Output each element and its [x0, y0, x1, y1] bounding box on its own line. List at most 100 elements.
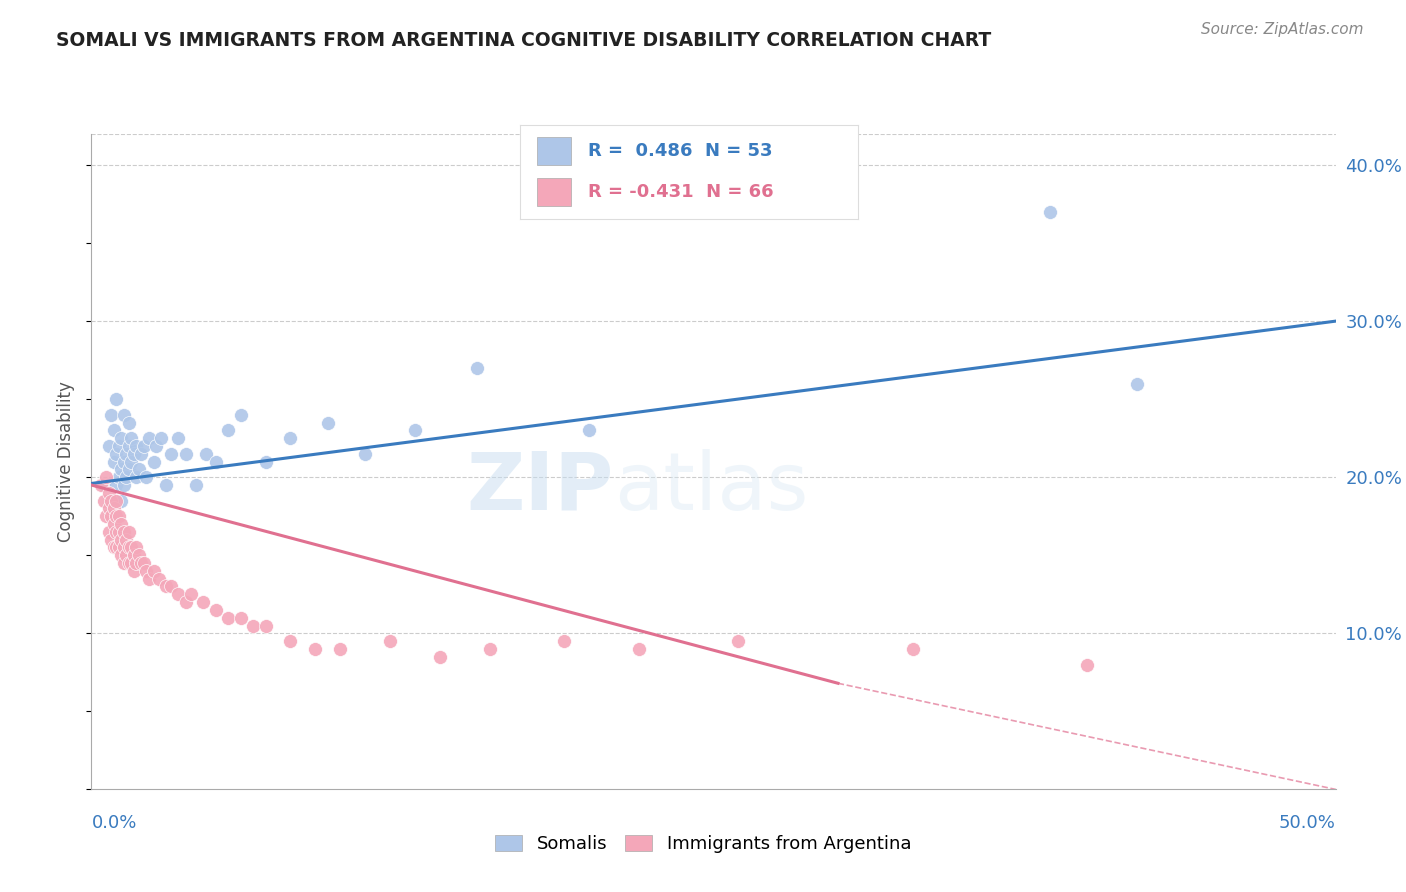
Point — [103, 517, 125, 532]
Point — [150, 431, 173, 445]
Point — [217, 611, 239, 625]
Point — [205, 455, 228, 469]
Point — [553, 634, 575, 648]
Point — [254, 618, 277, 632]
Point — [142, 455, 165, 469]
Point — [194, 447, 217, 461]
Y-axis label: Cognitive Disability: Cognitive Disability — [58, 381, 76, 542]
Point — [103, 541, 125, 555]
Point — [118, 556, 141, 570]
Point — [125, 439, 148, 453]
Point — [132, 439, 155, 453]
Point — [100, 533, 122, 547]
Point — [135, 564, 157, 578]
Point — [142, 564, 165, 578]
Point — [627, 642, 650, 657]
Point — [110, 431, 132, 445]
Text: 0.0%: 0.0% — [91, 814, 136, 831]
Point — [578, 424, 600, 438]
Point — [125, 541, 148, 555]
Text: R =  0.486  N = 53: R = 0.486 N = 53 — [588, 142, 772, 160]
Point — [112, 478, 135, 492]
Point — [128, 462, 150, 476]
Point — [378, 634, 401, 648]
Point — [100, 509, 122, 524]
Point — [107, 541, 129, 555]
Point — [354, 447, 377, 461]
Point — [100, 493, 122, 508]
Point — [160, 580, 183, 594]
Point — [110, 462, 132, 476]
Point — [155, 478, 177, 492]
Point — [110, 517, 132, 532]
Point — [129, 447, 152, 461]
Point — [105, 541, 128, 555]
Point — [103, 424, 125, 438]
Point — [316, 416, 339, 430]
Point — [105, 493, 128, 508]
Point — [100, 493, 122, 508]
Point — [110, 548, 132, 563]
Point — [118, 439, 141, 453]
Point — [115, 548, 138, 563]
Point — [304, 642, 326, 657]
Point — [103, 455, 125, 469]
Point — [1076, 657, 1098, 672]
Legend: Somalis, Immigrants from Argentina: Somalis, Immigrants from Argentina — [488, 828, 918, 861]
Point — [217, 424, 239, 438]
Point — [97, 485, 120, 500]
Point — [184, 478, 207, 492]
Point — [115, 447, 138, 461]
Point — [465, 361, 488, 376]
Point — [138, 431, 160, 445]
Point — [105, 447, 128, 461]
Point — [120, 541, 142, 555]
Point — [180, 587, 202, 601]
Point — [118, 524, 141, 539]
Point — [155, 580, 177, 594]
Point — [280, 431, 302, 445]
Point — [112, 541, 135, 555]
Point — [118, 416, 141, 430]
Point — [105, 478, 128, 492]
Point — [100, 408, 122, 422]
Point — [901, 642, 924, 657]
Point — [138, 572, 160, 586]
Point — [229, 611, 252, 625]
Point — [128, 548, 150, 563]
Point — [129, 556, 152, 570]
Point — [105, 524, 128, 539]
Point — [112, 556, 135, 570]
Bar — [537, 178, 571, 206]
Point — [110, 533, 132, 547]
Point — [193, 595, 215, 609]
Point — [107, 439, 129, 453]
Point — [148, 572, 170, 586]
Point — [229, 408, 252, 422]
Text: 50.0%: 50.0% — [1279, 814, 1336, 831]
Point — [110, 493, 132, 508]
Point — [132, 556, 155, 570]
Point — [115, 470, 138, 484]
Point — [107, 524, 129, 539]
Point — [105, 509, 128, 524]
Point — [122, 447, 145, 461]
Point — [97, 501, 120, 516]
Point — [329, 642, 352, 657]
Point — [160, 447, 183, 461]
Text: ZIP: ZIP — [467, 449, 614, 527]
Point — [107, 509, 129, 524]
Point — [120, 556, 142, 570]
Text: R = -0.431  N = 66: R = -0.431 N = 66 — [588, 184, 773, 202]
Point — [242, 618, 264, 632]
Point — [90, 478, 112, 492]
Point — [429, 649, 451, 664]
Point — [478, 642, 501, 657]
Point — [125, 470, 148, 484]
Point — [174, 447, 197, 461]
Point — [174, 595, 197, 609]
Text: atlas: atlas — [614, 449, 808, 527]
Point — [1125, 376, 1147, 391]
Point — [112, 455, 135, 469]
Text: Source: ZipAtlas.com: Source: ZipAtlas.com — [1201, 22, 1364, 37]
